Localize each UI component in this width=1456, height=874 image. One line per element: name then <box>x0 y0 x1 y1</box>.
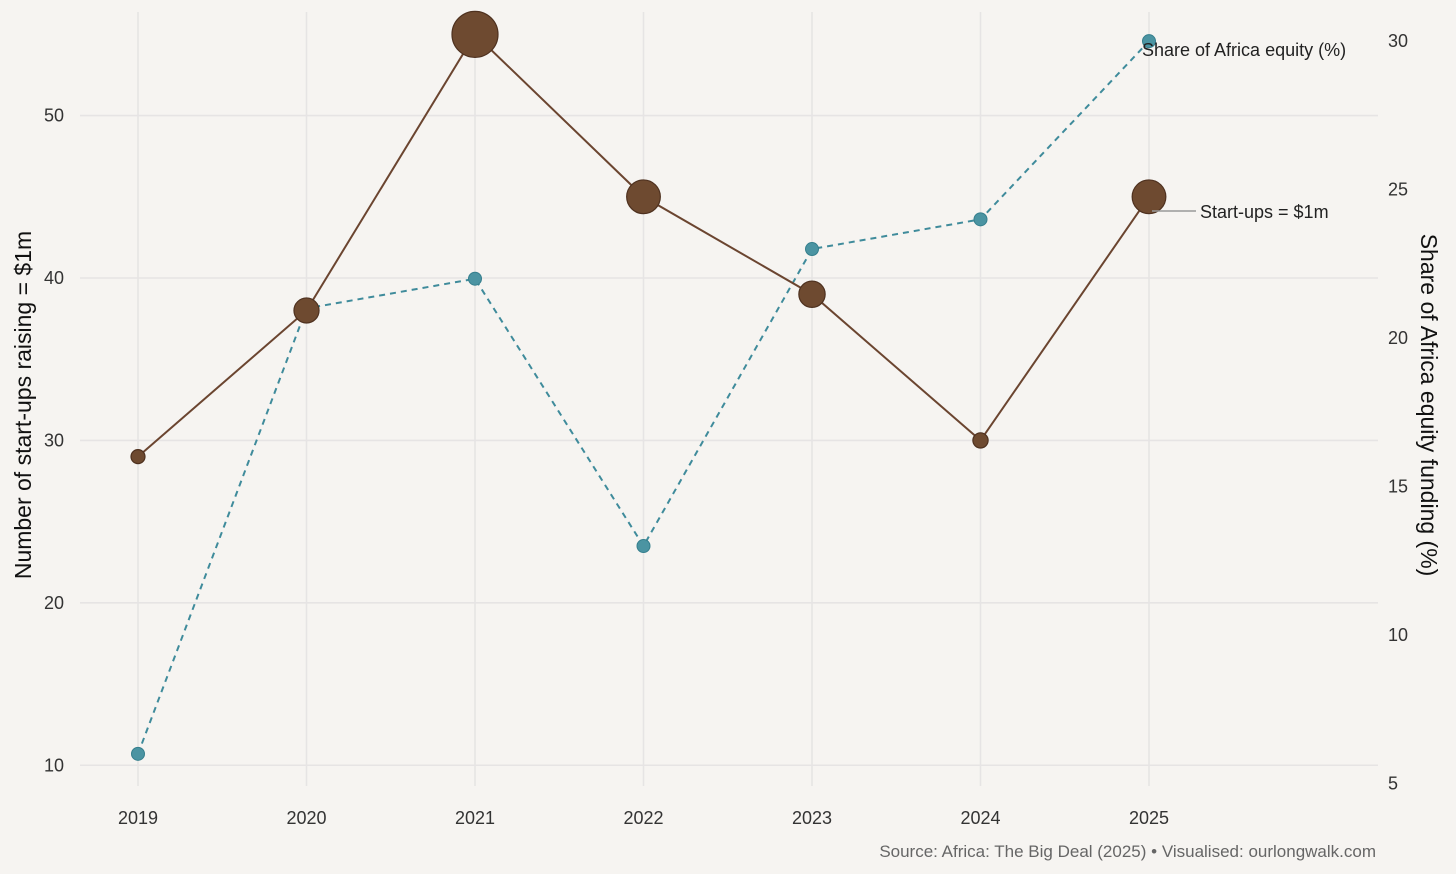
y-left-tick-label: 10 <box>44 755 64 775</box>
x-tick-label: 2021 <box>455 808 495 828</box>
vertical-gridlines <box>137 12 1150 786</box>
horizontal-gridlines <box>80 114 1378 767</box>
y-left-axis-title: Number of start-ups raising = $1m <box>10 231 36 579</box>
y-right-axis-title: Share of Africa equity funding (%) <box>1416 234 1442 577</box>
y-right-tick-label: 30 <box>1388 31 1408 51</box>
series-label-startups: Start-ups = $1m <box>1200 202 1329 222</box>
y-left-tick-label: 40 <box>44 268 64 288</box>
source-caption: Source: Africa: The Big Deal (2025) • Vi… <box>879 842 1376 861</box>
x-tick-label: 2022 <box>623 808 663 828</box>
startups-point <box>1131 179 1167 215</box>
y-right-tick-label: 25 <box>1388 180 1408 200</box>
y-left-tick-label: 50 <box>44 106 64 126</box>
y-left-tick-label: 20 <box>44 593 64 613</box>
startups-point <box>130 449 146 465</box>
startups-point <box>972 432 989 449</box>
y-right-tick-label: 5 <box>1388 774 1398 794</box>
startups-point <box>293 297 320 324</box>
series-label-share: Share of Africa equity (%) <box>1142 40 1346 60</box>
startups-point <box>798 280 826 308</box>
series-markers <box>130 10 1167 761</box>
share-point <box>805 242 819 257</box>
share-point <box>973 212 988 227</box>
y-right-axis-ticks: 5 10 15 20 25 30 <box>1388 31 1408 793</box>
y-left-axis-ticks: 10 20 30 40 50 <box>44 106 64 776</box>
x-tick-label: 2024 <box>960 808 1000 828</box>
x-tick-label: 2020 <box>286 808 326 828</box>
startups-point <box>451 10 499 58</box>
x-tick-label: 2025 <box>1129 808 1169 828</box>
share-point <box>1142 34 1156 49</box>
x-axis-ticks: 2019 2020 2021 2022 2023 2024 2025 <box>118 808 1169 828</box>
share-point <box>468 271 482 286</box>
x-tick-label: 2019 <box>118 808 158 828</box>
share-point <box>636 538 651 553</box>
y-right-tick-label: 15 <box>1388 477 1408 497</box>
y-left-tick-label: 30 <box>44 430 64 450</box>
y-right-tick-label: 10 <box>1388 625 1408 645</box>
y-right-tick-label: 20 <box>1388 328 1408 348</box>
share-point <box>131 746 145 761</box>
x-tick-label: 2023 <box>792 808 832 828</box>
startups-point <box>626 179 661 215</box>
